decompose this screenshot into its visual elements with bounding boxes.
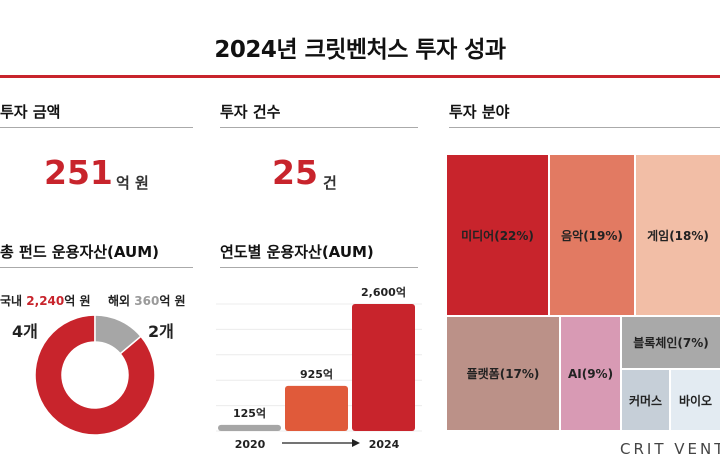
x-tick-1: 2024	[369, 438, 400, 451]
aum-overseas-count: 2개	[148, 322, 174, 341]
invest-amount-value: 251	[44, 153, 113, 192]
aum-total-rule	[0, 267, 193, 268]
aum-yearly-title: 연도별 운용자산(AUM)	[220, 243, 374, 261]
invest-fields-title: 투자 분야	[449, 103, 510, 121]
bar-label-2: 2,600억	[361, 286, 406, 299]
invest-count-rule	[220, 127, 418, 128]
invest-fields-rule	[449, 127, 720, 128]
invest-amount-unit: 억 원	[116, 174, 149, 192]
bar-2	[352, 304, 415, 431]
aum-overseas-prefix: 해외	[108, 294, 131, 308]
bar-0	[218, 424, 281, 431]
treemap-tile-bio: 바이오	[671, 370, 720, 430]
invest-count-title: 투자 건수	[220, 103, 281, 121]
title-divider	[0, 75, 720, 78]
treemap-tile-game: 게임(18%)	[636, 155, 720, 315]
x-tick-0: 2020	[235, 438, 266, 451]
aum-domestic-suffix: 억 원	[64, 294, 91, 308]
bar-1	[285, 385, 348, 431]
aum-bar-chart: 125억 925억 2,600억 2020 2024	[216, 286, 422, 451]
donut-slice-overseas	[94, 314, 142, 355]
treemap-tile-platform: 플랫폼(17%)	[447, 317, 559, 430]
aum-overseas-value: 360	[134, 294, 160, 308]
aum-domestic-label: 국내 2,240억 원	[0, 292, 91, 309]
invest-count-value: 25	[272, 153, 318, 192]
logo-text: CRIT VENT	[620, 440, 720, 458]
invest-amount-rule	[0, 127, 193, 128]
aum-domestic-prefix: 국내	[0, 294, 23, 308]
invest-fields-treemap: 미디어(22%) 음악(19%) 게임(18%) 플랫폼(17%) AI(9%) 블록체인…	[447, 155, 720, 430]
page-title: 2024년 크릿벤처스 투자 성과	[214, 37, 506, 63]
aum-donut-chart	[34, 314, 156, 436]
treemap-tile-commerce: 커머스	[622, 370, 669, 430]
arrow-head-icon	[352, 439, 360, 447]
aum-overseas-suffix: 억 원	[159, 294, 186, 308]
aum-total-title: 총 펀드 운용자산(AUM)	[0, 243, 160, 261]
donut-slice-domestic	[34, 314, 156, 436]
aum-yearly-rule	[220, 267, 418, 268]
aum-domestic-value: 2,240	[26, 294, 65, 308]
treemap-tile-media: 미디어(22%)	[447, 155, 548, 315]
aum-overseas-label: 해외 360억 원	[108, 292, 186, 309]
treemap-tile-ai: AI(9%)	[561, 317, 620, 430]
bar-label-0: 125억	[233, 407, 266, 420]
invest-count-unit: 건	[323, 174, 337, 192]
treemap-tile-music: 음악(19%)	[550, 155, 634, 315]
aum-domestic-count: 4개	[12, 322, 38, 341]
bar-label-1: 925억	[300, 368, 333, 381]
treemap-tile-blockchain: 블록체인(7%)	[622, 317, 720, 368]
invest-amount-title: 투자 금액	[0, 103, 61, 121]
